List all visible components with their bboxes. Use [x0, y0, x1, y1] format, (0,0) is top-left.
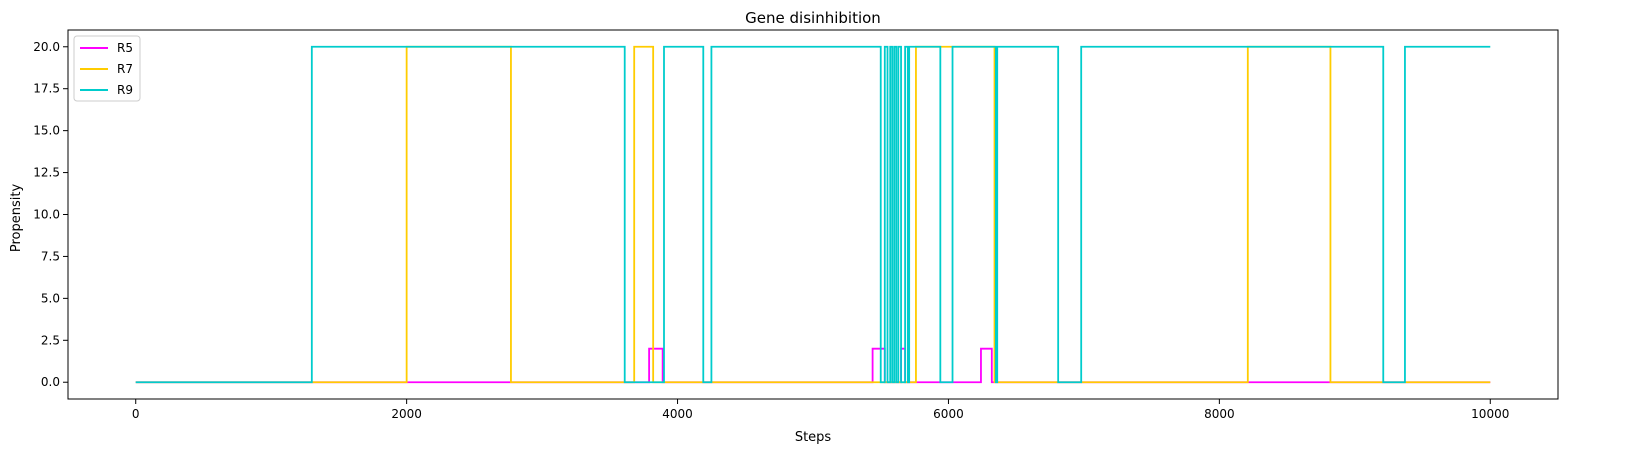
y-tick-label: 7.5 [41, 249, 60, 263]
legend-label-r5: R5 [117, 41, 133, 55]
x-axis-label: Steps [795, 430, 832, 445]
x-tick-label: 10000 [1471, 407, 1509, 421]
y-tick-label: 15.0 [33, 124, 60, 138]
x-tick-label: 2000 [391, 407, 422, 421]
legend-label-r9: R9 [117, 83, 133, 97]
x-tick-label: 6000 [933, 407, 964, 421]
y-tick-label: 2.5 [41, 333, 60, 347]
y-tick-label: 10.0 [33, 208, 60, 222]
x-tick-label: 4000 [662, 407, 693, 421]
legend-label-r7: R7 [117, 62, 133, 76]
x-tick-label: 8000 [1204, 407, 1235, 421]
x-tick-label: 0 [132, 407, 140, 421]
legend-items: R5 R7 R9 [80, 41, 133, 97]
y-tick-label: 17.5 [33, 82, 60, 96]
series-line-r9 [135, 45, 1491, 384]
y-tick-label: 20.0 [33, 40, 60, 54]
y-tick-label: 0.0 [41, 375, 60, 389]
y-axis-ticks: 0.0 2.5 5.0 7.5 10.0 12.5 15.0 17.5 20.0 [33, 40, 68, 389]
series-layer [135, 45, 1491, 384]
x-axis-ticks: 0 2000 4000 6000 8000 10000 [132, 399, 1509, 421]
y-axis-label: Propensity [9, 184, 24, 253]
legend: R5 R7 R9 [73, 35, 141, 102]
chart-title: Gene disinhibition [745, 9, 881, 27]
y-tick-label: 12.5 [33, 166, 60, 180]
y-tick-label: 5.0 [41, 291, 60, 305]
